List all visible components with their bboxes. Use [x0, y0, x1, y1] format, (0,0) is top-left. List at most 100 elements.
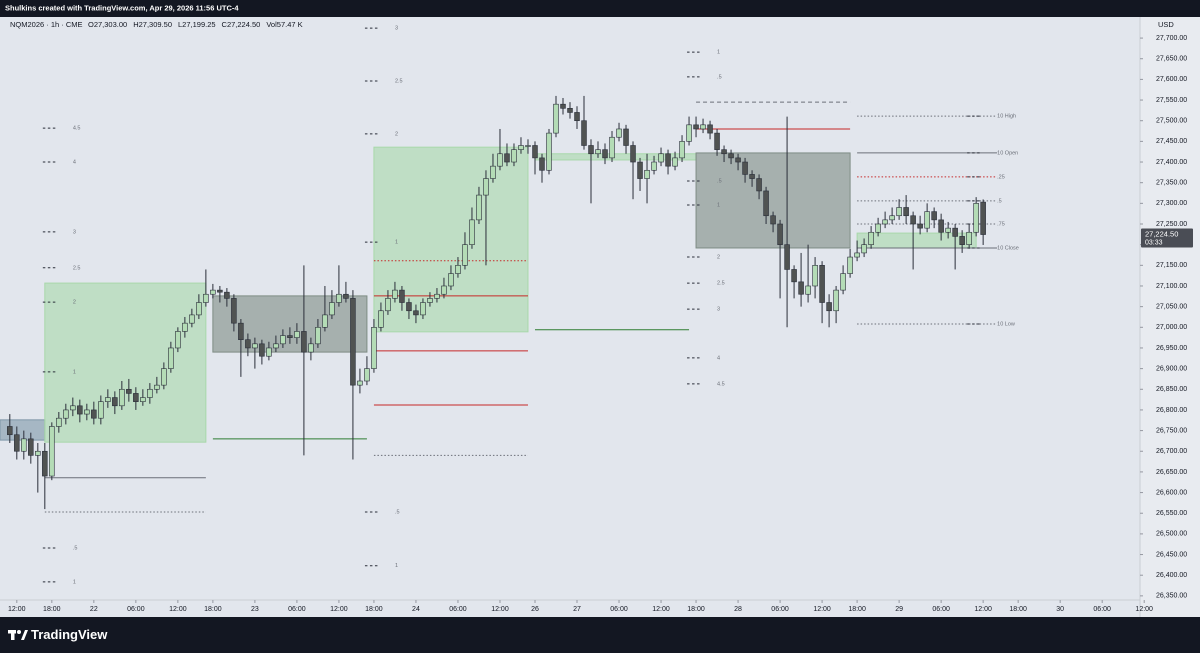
candle-body [735, 157, 741, 163]
candle-body [861, 244, 867, 254]
y-tick-label: 27,000.00 [1156, 324, 1187, 331]
y-tick-label: 26,750.00 [1156, 427, 1187, 434]
candle-body [84, 409, 90, 415]
candle-body [896, 207, 902, 217]
candle-body [882, 219, 888, 225]
candle-body [819, 265, 825, 303]
x-tick-label: 18:00 [1009, 606, 1027, 613]
candle-body [420, 302, 426, 316]
candle-body [805, 285, 811, 295]
attribution: Shulkins created with TradingView.com, A… [5, 3, 239, 12]
candle-body [7, 426, 13, 436]
plot: 4.5 4 3 2.5 2 1 .5 1 3 2.5 2 1 .5 1 1 .5 .5 1 2 2.5 3 4 4.5 10 … [0, 26, 1019, 585]
level-label: 1 [717, 50, 720, 56]
candle-body [840, 273, 846, 291]
candle-body [763, 190, 769, 217]
candle-body [721, 149, 727, 155]
y-tick-label: 27,650.00 [1156, 56, 1187, 63]
level-label: 2.5 [395, 78, 403, 84]
candle-body [665, 153, 671, 167]
y-tick-label: 26,950.00 [1156, 345, 1187, 352]
candle-body [728, 153, 734, 159]
candle-body [350, 298, 356, 386]
y-tick-label: 26,450.00 [1156, 551, 1187, 558]
candle-body [539, 157, 545, 171]
header-value: L27,199.25 [178, 20, 216, 29]
y-tick-label: 26,650.00 [1156, 469, 1187, 476]
zone [534, 153, 697, 161]
y-tick-label: 26,550.00 [1156, 510, 1187, 517]
zone [856, 232, 977, 249]
y-tick-label: 27,050.00 [1156, 303, 1187, 310]
x-tick-label: 12:00 [652, 606, 670, 613]
y-tick-label: 27,400.00 [1156, 159, 1187, 166]
candle-body [777, 223, 783, 245]
candle-body [462, 244, 468, 266]
x-tick-label: 26 [531, 606, 539, 613]
level-label: 4 [73, 159, 76, 165]
candle-body [119, 388, 125, 407]
candle-body [749, 174, 755, 179]
candle-body [294, 331, 300, 338]
candle-body [630, 145, 636, 163]
y-tick-label: 27,500.00 [1156, 118, 1187, 125]
x-tick-label: 12:00 [169, 606, 187, 613]
x-tick-label: 12:00 [330, 606, 348, 613]
candle-body [483, 178, 489, 196]
candle-body [427, 298, 433, 303]
candle-body [98, 401, 104, 419]
candle-body [686, 124, 692, 142]
candle-body [161, 368, 167, 386]
y-tick-label: 27,600.00 [1156, 76, 1187, 83]
candle-body [315, 326, 321, 345]
candle-body [567, 108, 573, 113]
level-label: .5 [717, 74, 722, 80]
candle-body [56, 417, 62, 427]
zone [44, 282, 207, 443]
y-tick-label: 27,150.00 [1156, 262, 1187, 269]
candle-body [329, 302, 335, 316]
candle-body [21, 438, 27, 452]
y-tick-label: 27,100.00 [1156, 283, 1187, 290]
zone [0, 419, 46, 441]
candle-body [413, 310, 419, 316]
level-label: 10 Close [997, 245, 1019, 251]
candle-body [224, 291, 230, 299]
level-label: 3 [395, 26, 398, 32]
candle-body [602, 149, 608, 159]
candle-body [798, 281, 804, 295]
candle-body [931, 211, 937, 221]
candle-body [560, 103, 566, 109]
candle-body [259, 343, 265, 357]
candle-body [448, 273, 454, 287]
candle-body [588, 145, 594, 155]
x-tick-label: 18:00 [204, 606, 222, 613]
candle-body [518, 145, 524, 150]
x-tick-label: 12:00 [813, 606, 831, 613]
candle-body [140, 397, 146, 402]
level-label: 1 [395, 240, 398, 246]
candle-body [273, 343, 279, 349]
level-label: .5 [73, 545, 78, 551]
candle-body [658, 153, 664, 163]
candle-body [903, 207, 909, 217]
x-tick-label: 28 [734, 606, 742, 613]
candle-body [924, 211, 930, 229]
candle-body [847, 256, 853, 274]
y-tick-label: 27,700.00 [1156, 35, 1187, 42]
y-tick-label: 26,400.00 [1156, 572, 1187, 579]
candle-body [385, 298, 391, 312]
candle-body [105, 397, 111, 402]
level-label: 1 [717, 202, 720, 208]
candle-body [833, 289, 839, 312]
candle-body [693, 124, 699, 130]
candle-body [707, 124, 713, 134]
level-label: 2 [73, 300, 76, 306]
logo-shape [11, 630, 15, 640]
level-label: 2.5 [717, 281, 725, 287]
candle-body [322, 314, 328, 328]
last-price-label: 27,224.50 [1145, 230, 1178, 239]
x-tick-label: 06:00 [610, 606, 628, 613]
header-value: Vol57.47 K [266, 20, 302, 29]
y-tick-label: 26,600.00 [1156, 489, 1187, 496]
